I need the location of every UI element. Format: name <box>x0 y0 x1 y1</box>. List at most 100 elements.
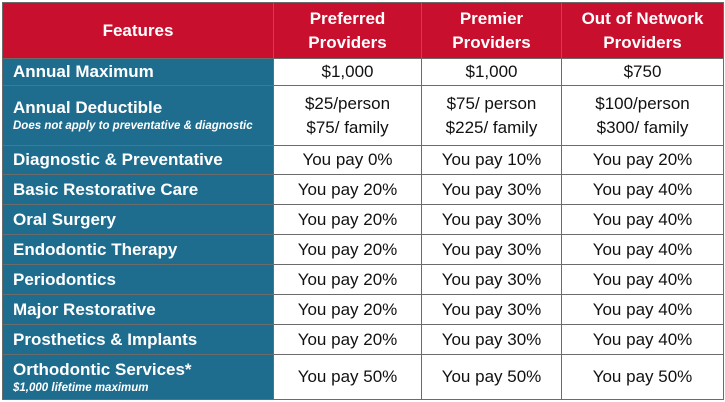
value-text: $225/ family <box>445 117 538 137</box>
feature-note: Does not apply to preventative & diagnos… <box>13 120 253 132</box>
value-text: You pay 30% <box>441 179 542 199</box>
table-row: Basic Restorative Care You pay 20% You pay… <box>2 174 724 205</box>
value-cell: You pay 20% <box>273 204 422 235</box>
feature-label: Orthodontic Services* <box>13 359 192 379</box>
feature-label: Basic Restorative Care <box>13 179 199 199</box>
features-header: Features <box>2 2 274 59</box>
value-text: You pay 50% <box>297 367 398 386</box>
feature-label: Diagnostic & Preventative <box>13 150 223 169</box>
value-text: $750 <box>623 62 662 81</box>
value-text: You pay 40% <box>592 209 693 229</box>
value-text: You pay 20% <box>297 239 398 259</box>
header-line: Preferred <box>309 8 386 28</box>
value-cell: You pay 30% <box>421 204 562 235</box>
feature-label: Oral Surgery <box>13 209 116 229</box>
feature-cell: Basic Restorative Care <box>2 174 274 205</box>
value-cell: You pay 20% <box>273 174 422 205</box>
value-text: You pay 40% <box>592 269 693 289</box>
value-cell: You pay 40% <box>561 264 724 295</box>
table-row: Periodontics You pay 20% You pay 30% You pa… <box>2 264 724 295</box>
table-row: Oral Surgery You pay 20% You pay 30% You pa… <box>2 204 724 235</box>
header-line: Out of Network <box>581 8 704 28</box>
table-row: Diagnostic & Preventative You pay 0% You p… <box>2 145 724 175</box>
feature-cell: Annual Deductible Does not apply to preve… <box>2 85 274 146</box>
header-line: Providers <box>603 32 682 52</box>
out-of-network-header: Out of Network Providers <box>561 2 724 59</box>
value-cell: $1,000 <box>273 58 422 86</box>
value-text: You pay 30% <box>441 209 542 229</box>
value-text: $300/ family <box>596 117 689 137</box>
value-cell: You pay 30% <box>421 324 562 355</box>
value-text: $100/person <box>595 93 690 113</box>
value-text: You pay 30% <box>441 299 542 319</box>
value-cell: You pay 20% <box>273 294 422 325</box>
value-cell: You pay 30% <box>421 234 562 265</box>
feature-cell: Endodontic Therapy <box>2 234 274 265</box>
value-text: You pay 20% <box>297 299 398 319</box>
value-text: You pay 10% <box>441 150 542 169</box>
value-cell: $25/person $75/ family <box>273 85 422 146</box>
value-text: $25/person <box>304 93 391 113</box>
feature-cell: Major Restorative <box>2 294 274 325</box>
feature-cell: Oral Surgery <box>2 204 274 235</box>
feature-label: Annual Deductible <box>13 98 163 117</box>
value-cell: You pay 20% <box>561 145 724 175</box>
feature-note: $1,000 lifetime maximum <box>13 381 149 394</box>
value-cell: You pay 10% <box>421 145 562 175</box>
value-cell: You pay 20% <box>273 234 422 265</box>
value-cell: You pay 50% <box>561 354 724 400</box>
value-text: You pay 40% <box>592 329 693 349</box>
feature-label: Endodontic Therapy <box>13 239 178 259</box>
header-line: Premier <box>459 8 524 28</box>
value-text: You pay 50% <box>441 367 542 386</box>
value-text: You pay 20% <box>297 329 398 349</box>
value-cell: You pay 40% <box>561 294 724 325</box>
value-text: You pay 30% <box>441 269 542 289</box>
premier-providers-header: Premier Providers <box>421 2 562 59</box>
value-cell: You pay 0% <box>273 145 422 175</box>
table-row: Annual Deductible Does not apply to preve… <box>2 85 724 146</box>
table-body: Annual Maximum $1,000 $1,000 $750 Annual Ded… <box>2 58 724 400</box>
table-row: Prosthetics & Implants You pay 20% You pay… <box>2 324 724 355</box>
value-cell: You pay 20% <box>273 264 422 295</box>
feature-label: Major Restorative <box>13 299 156 319</box>
value-cell: You pay 40% <box>561 324 724 355</box>
header-row: Features Preferred Providers Premier Pro… <box>2 2 724 59</box>
feature-cell: Annual Maximum <box>2 58 274 86</box>
value-cell: You pay 50% <box>273 354 422 400</box>
value-cell: $75/ person $225/ family <box>421 85 562 146</box>
value-cell: You pay 40% <box>561 174 724 205</box>
value-cell: $750 <box>561 58 724 86</box>
value-text: $75/ family <box>306 117 389 137</box>
table-row: Orthodontic Services* $1,000 lifetime max… <box>2 354 724 400</box>
value-cell: You pay 40% <box>561 234 724 265</box>
feature-label: Prosthetics & Implants <box>13 329 198 349</box>
value-text: $75/ person <box>446 93 537 113</box>
value-text: You pay 40% <box>592 239 693 259</box>
value-text: You pay 20% <box>592 150 693 169</box>
value-cell: You pay 30% <box>421 174 562 205</box>
value-text: You pay 50% <box>592 367 693 386</box>
feature-label: Periodontics <box>13 269 116 289</box>
value-text: $1,000 <box>321 62 374 81</box>
preferred-providers-header: Preferred Providers <box>273 2 422 59</box>
table-row: Endodontic Therapy You pay 20% You pay 30%… <box>2 234 724 265</box>
header-line: Providers <box>452 32 531 52</box>
feature-cell: Prosthetics & Implants <box>2 324 274 355</box>
value-text: $1,000 <box>465 62 518 81</box>
value-text: You pay 30% <box>441 239 542 259</box>
value-text: You pay 30% <box>441 329 542 349</box>
feature-cell: Periodontics <box>2 264 274 295</box>
value-text: You pay 0% <box>302 150 393 169</box>
feature-cell: Orthodontic Services* $1,000 lifetime max… <box>2 354 274 400</box>
table-row: Major Restorative You pay 20% You pay 30% Y… <box>2 294 724 325</box>
value-cell: You pay 20% <box>273 324 422 355</box>
feature-label: Annual Maximum <box>13 62 154 81</box>
value-text: You pay 20% <box>297 269 398 289</box>
value-cell: You pay 50% <box>421 354 562 400</box>
value-cell: You pay 30% <box>421 294 562 325</box>
value-cell: You pay 40% <box>561 204 724 235</box>
value-cell: You pay 30% <box>421 264 562 295</box>
table-row: Annual Maximum $1,000 $1,000 $750 <box>2 58 724 86</box>
